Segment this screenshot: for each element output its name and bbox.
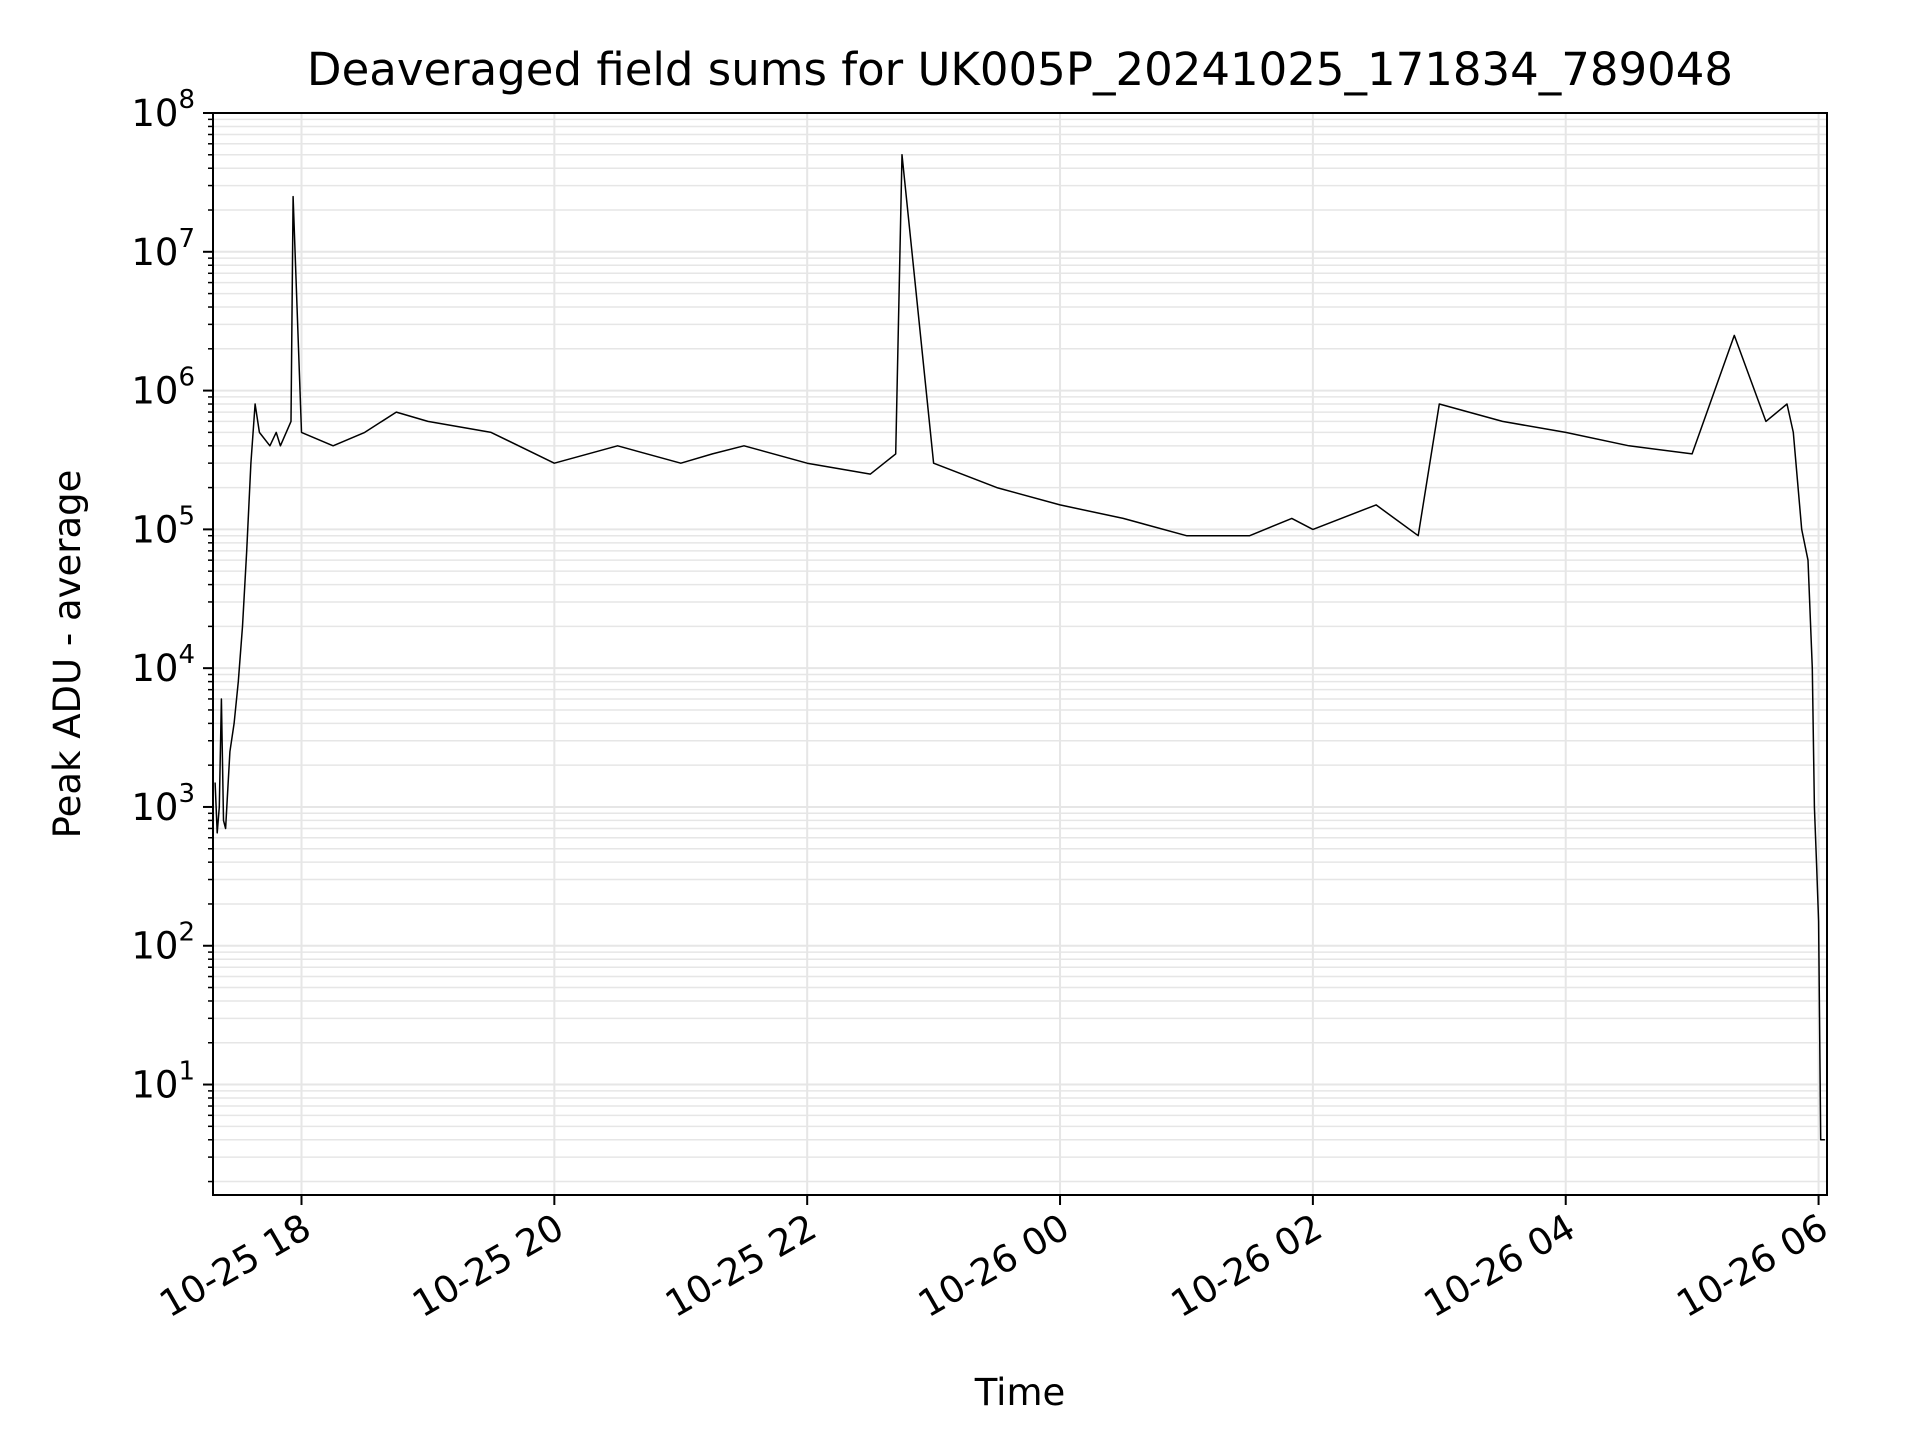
y-tick-label-exponent: 1 xyxy=(178,1057,195,1087)
series-layer xyxy=(214,154,1825,1141)
chart-title: Deaveraged field sums for UK005P_2024102… xyxy=(307,43,1733,96)
y-tick-label: 103 xyxy=(131,779,195,829)
y-tick-label-base: 10 xyxy=(131,231,178,274)
y-tick-label-exponent: 3 xyxy=(178,779,195,809)
x-axis-label: Time xyxy=(974,1371,1066,1414)
y-tick-label: 107 xyxy=(131,224,195,274)
series-line xyxy=(214,154,1825,1141)
y-tick-label-exponent: 8 xyxy=(178,85,195,115)
y-tick-label-exponent: 4 xyxy=(178,640,195,670)
y-tick-label: 102 xyxy=(131,918,195,968)
y-tick-label-exponent: 5 xyxy=(178,501,195,531)
y-tick-label-base: 10 xyxy=(131,1064,178,1107)
y-tick-label: 106 xyxy=(131,363,195,413)
y-tick-label-exponent: 6 xyxy=(178,363,195,393)
y-tick-label-exponent: 7 xyxy=(178,224,195,254)
y-tick-label-base: 10 xyxy=(131,647,178,690)
y-tick-label-base: 10 xyxy=(131,508,178,551)
plot-frame xyxy=(212,112,1828,1196)
y-tick-label: 104 xyxy=(131,640,195,690)
y-tick-label-exponent: 2 xyxy=(178,918,195,948)
y-axis-label: Peak ADU - average xyxy=(46,470,89,839)
y-tick-label-base: 10 xyxy=(131,925,178,968)
y-tick-label: 105 xyxy=(131,501,195,551)
y-tick-label-base: 10 xyxy=(131,370,178,413)
y-tick-label: 101 xyxy=(131,1057,195,1107)
y-tick-label-base: 10 xyxy=(131,786,178,829)
y-tick-label-base: 10 xyxy=(131,92,178,135)
y-tick-label: 108 xyxy=(131,85,195,135)
